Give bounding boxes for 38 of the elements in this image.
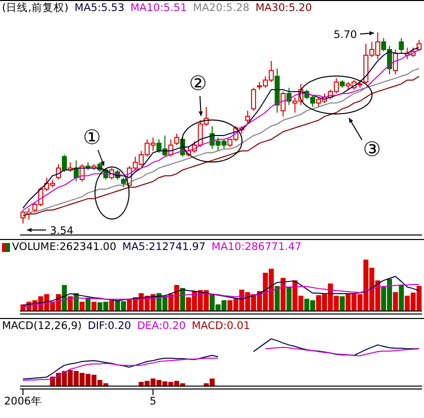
bar bbox=[398, 285, 404, 312]
annotation: ② bbox=[189, 71, 207, 95]
chart-title: MACD(12,26,9) bbox=[2, 319, 82, 333]
text: MA5:212741.97 bbox=[122, 240, 206, 254]
text: MA30:5.20 bbox=[255, 1, 312, 15]
candlestick bbox=[62, 154, 67, 172]
x-tick-label: 2006年 bbox=[4, 395, 42, 408]
annotation: ① bbox=[83, 125, 101, 149]
bar bbox=[80, 302, 85, 312]
candlestick bbox=[398, 38, 404, 54]
candlestick bbox=[245, 110, 250, 125]
bar bbox=[109, 300, 114, 312]
annotation: 5.70 bbox=[334, 29, 357, 41]
bar bbox=[68, 296, 73, 312]
text: MA5:5.53 bbox=[74, 1, 124, 15]
candlestick bbox=[174, 133, 180, 146]
text: DEA:0.20 bbox=[137, 319, 186, 333]
legend-label: VOLUME:262341.00 bbox=[11, 240, 116, 254]
text: MA20:5.28 bbox=[192, 1, 250, 15]
candlestick bbox=[392, 49, 398, 75]
bar bbox=[274, 286, 280, 312]
x-tick-label: 5 bbox=[150, 395, 156, 408]
bar bbox=[91, 302, 96, 312]
bar bbox=[286, 286, 292, 312]
candlestick bbox=[280, 91, 286, 117]
candlestick bbox=[121, 177, 126, 188]
bar bbox=[340, 296, 345, 312]
bar bbox=[392, 292, 398, 312]
bar bbox=[280, 278, 286, 312]
text: MA10:5.51 bbox=[130, 1, 187, 15]
text: 3.54 bbox=[50, 225, 74, 237]
candlestick bbox=[56, 164, 61, 180]
candlestick bbox=[251, 87, 256, 112]
text: MA10:286771.47 bbox=[212, 240, 302, 254]
text: DIF:0.20 bbox=[88, 319, 132, 333]
chart-title: (日线,前复权) bbox=[2, 1, 69, 15]
text: MACD:0.01 bbox=[192, 319, 250, 333]
annotation: ③ bbox=[363, 137, 381, 161]
